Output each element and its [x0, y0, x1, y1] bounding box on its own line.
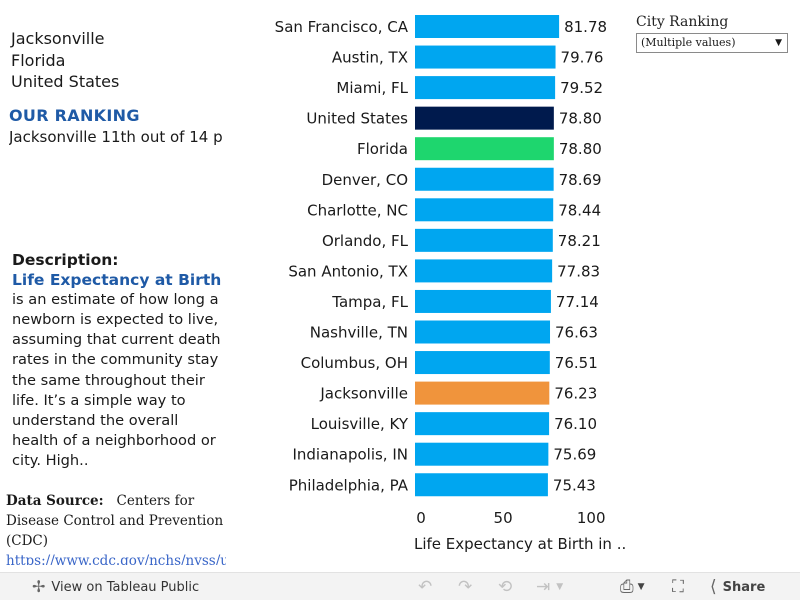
filter-title: City Ranking — [636, 14, 729, 30]
data-label: 76.23 — [554, 385, 597, 403]
tableau-toolbar: ✢ View on Tableau Public ↶ ↷ ⟲ ⇥ ▼ ⎙ ▼ ⛶ ⟨… — [0, 572, 800, 600]
download-icon: ⎙ — [620, 577, 634, 597]
category-label: Indianapolis, IN — [292, 446, 408, 464]
data-label: 78.21 — [558, 232, 601, 250]
bar-chart: San Francisco, CA 81.78 Austin, TX 79.76 Mia… — [232, 0, 632, 570]
city-ranking-filter: City Ranking (Multiple values) ▼ — [636, 14, 788, 53]
data-label: 76.63 — [555, 324, 598, 342]
category-label: Miami, FL — [336, 79, 408, 97]
download-dropdown-chevron-icon: ▼ — [637, 582, 645, 592]
view-on-tableau-label: View on Tableau Public — [51, 579, 200, 595]
data-label: 77.83 — [557, 262, 600, 280]
download-button[interactable]: ⎙ ▼ — [620, 573, 645, 600]
category-label: Denver, CO — [322, 171, 408, 189]
share-label: Share — [722, 579, 766, 595]
bar — [415, 259, 553, 283]
x-axis-title: Life Expectancy at Birth in .. — [414, 535, 627, 553]
category-label: Louisville, KY — [311, 415, 409, 433]
data-label: 76.51 — [555, 354, 598, 372]
left-panel: Jacksonville Florida United States OUR R… — [0, 0, 230, 570]
category-label: Orlando, FL — [322, 232, 409, 250]
category-label: Philadelphia, PA — [289, 476, 409, 494]
data-label: 77.14 — [556, 293, 599, 311]
data-label: 76.10 — [554, 415, 597, 433]
bar — [415, 106, 554, 130]
fullscreen-button[interactable]: ⛶ — [672, 573, 684, 600]
data-source-link[interactable]: https://www.cdc.gov/nchs/nvss/usale — [6, 553, 226, 565]
category-label: Florida — [357, 140, 408, 158]
ranking-heading: OUR RANKING — [9, 106, 140, 125]
category-label: San Francisco, CA — [275, 18, 409, 36]
undo-icon: ↶ — [418, 577, 433, 597]
x-tick-label: 100 — [577, 509, 606, 527]
refresh-button[interactable]: ⇥ ▼ — [536, 573, 563, 600]
bar — [415, 351, 550, 375]
bar — [415, 228, 553, 252]
location-block: Jacksonville Florida United States — [11, 28, 119, 93]
data-label: 79.52 — [560, 79, 603, 97]
bar — [415, 76, 556, 100]
data-label: 78.44 — [558, 201, 601, 219]
category-label: Nashville, TN — [310, 324, 408, 342]
refresh-dropdown-chevron-icon: ▼ — [556, 582, 564, 592]
bar — [415, 289, 551, 313]
revert-icon: ⟲ — [498, 577, 513, 597]
bar — [415, 45, 556, 69]
view-on-tableau-button[interactable]: ✢ View on Tableau Public — [32, 573, 199, 600]
category-label: Austin, TX — [332, 49, 408, 67]
data-label: 75.43 — [553, 476, 596, 494]
category-label: Charlotte, NC — [307, 201, 408, 219]
redo-button[interactable]: ↷ — [458, 573, 472, 600]
description-term: Life Expectancy at Birth — [12, 271, 222, 290]
data-label: 75.69 — [553, 446, 596, 464]
data-label: 78.69 — [559, 171, 602, 189]
data-label: 78.80 — [559, 140, 602, 158]
category-label: Columbus, OH — [301, 354, 408, 372]
data-source-block: Data Source: Centers for Disease Control… — [6, 491, 226, 565]
dropdown-value: (Multiple values) — [641, 36, 736, 49]
bar — [415, 381, 550, 405]
bar — [415, 15, 560, 38]
category-label: Tampa, FL — [331, 293, 408, 311]
data-label: 81.78 — [564, 18, 607, 36]
data-source-text: Centers for Disease Control and Preventi… — [6, 493, 224, 549]
bar — [415, 412, 550, 436]
description-block: Description: Life Expectancy at Birth is… — [12, 250, 228, 511]
x-tick-label: 50 — [494, 509, 513, 527]
chevron-down-icon: ▼ — [775, 38, 782, 48]
redo-icon: ↷ — [458, 577, 473, 597]
ranking-text: Jacksonville 11th out of 14 p — [9, 128, 223, 146]
data-source-label: Data Source: — [6, 493, 104, 509]
data-label: 78.80 — [559, 110, 602, 128]
bar — [415, 137, 554, 161]
location-city: Jacksonville — [11, 29, 105, 48]
city-ranking-dropdown[interactable]: (Multiple values) ▼ — [636, 33, 788, 53]
refresh-icon: ⇥ — [536, 577, 551, 597]
bar — [415, 167, 554, 191]
revert-button[interactable]: ⟲ — [498, 573, 512, 600]
category-label: Jacksonville — [319, 385, 408, 403]
bar — [415, 198, 554, 222]
bar-chart-svg: San Francisco, CA 81.78 Austin, TX 79.76 Mia… — [275, 15, 607, 527]
data-label: 79.76 — [561, 49, 604, 67]
bar — [415, 473, 548, 497]
description-heading: Description: — [12, 251, 119, 269]
share-icon: ⟨ — [710, 577, 717, 597]
undo-button[interactable]: ↶ — [418, 573, 432, 600]
bar — [415, 442, 549, 466]
bar — [415, 320, 551, 344]
description-body: is an estimate of how long a newborn is … — [12, 291, 221, 469]
category-label: United States — [306, 110, 408, 128]
category-label: San Antonio, TX — [288, 262, 408, 280]
tableau-logo-icon: ✢ — [32, 577, 46, 596]
location-country: United States — [11, 72, 120, 91]
x-tick-label: 0 — [416, 509, 426, 527]
share-button[interactable]: ⟨ Share — [710, 573, 765, 600]
location-state: Florida — [11, 50, 66, 70]
fullscreen-icon: ⛶ — [672, 577, 684, 597]
